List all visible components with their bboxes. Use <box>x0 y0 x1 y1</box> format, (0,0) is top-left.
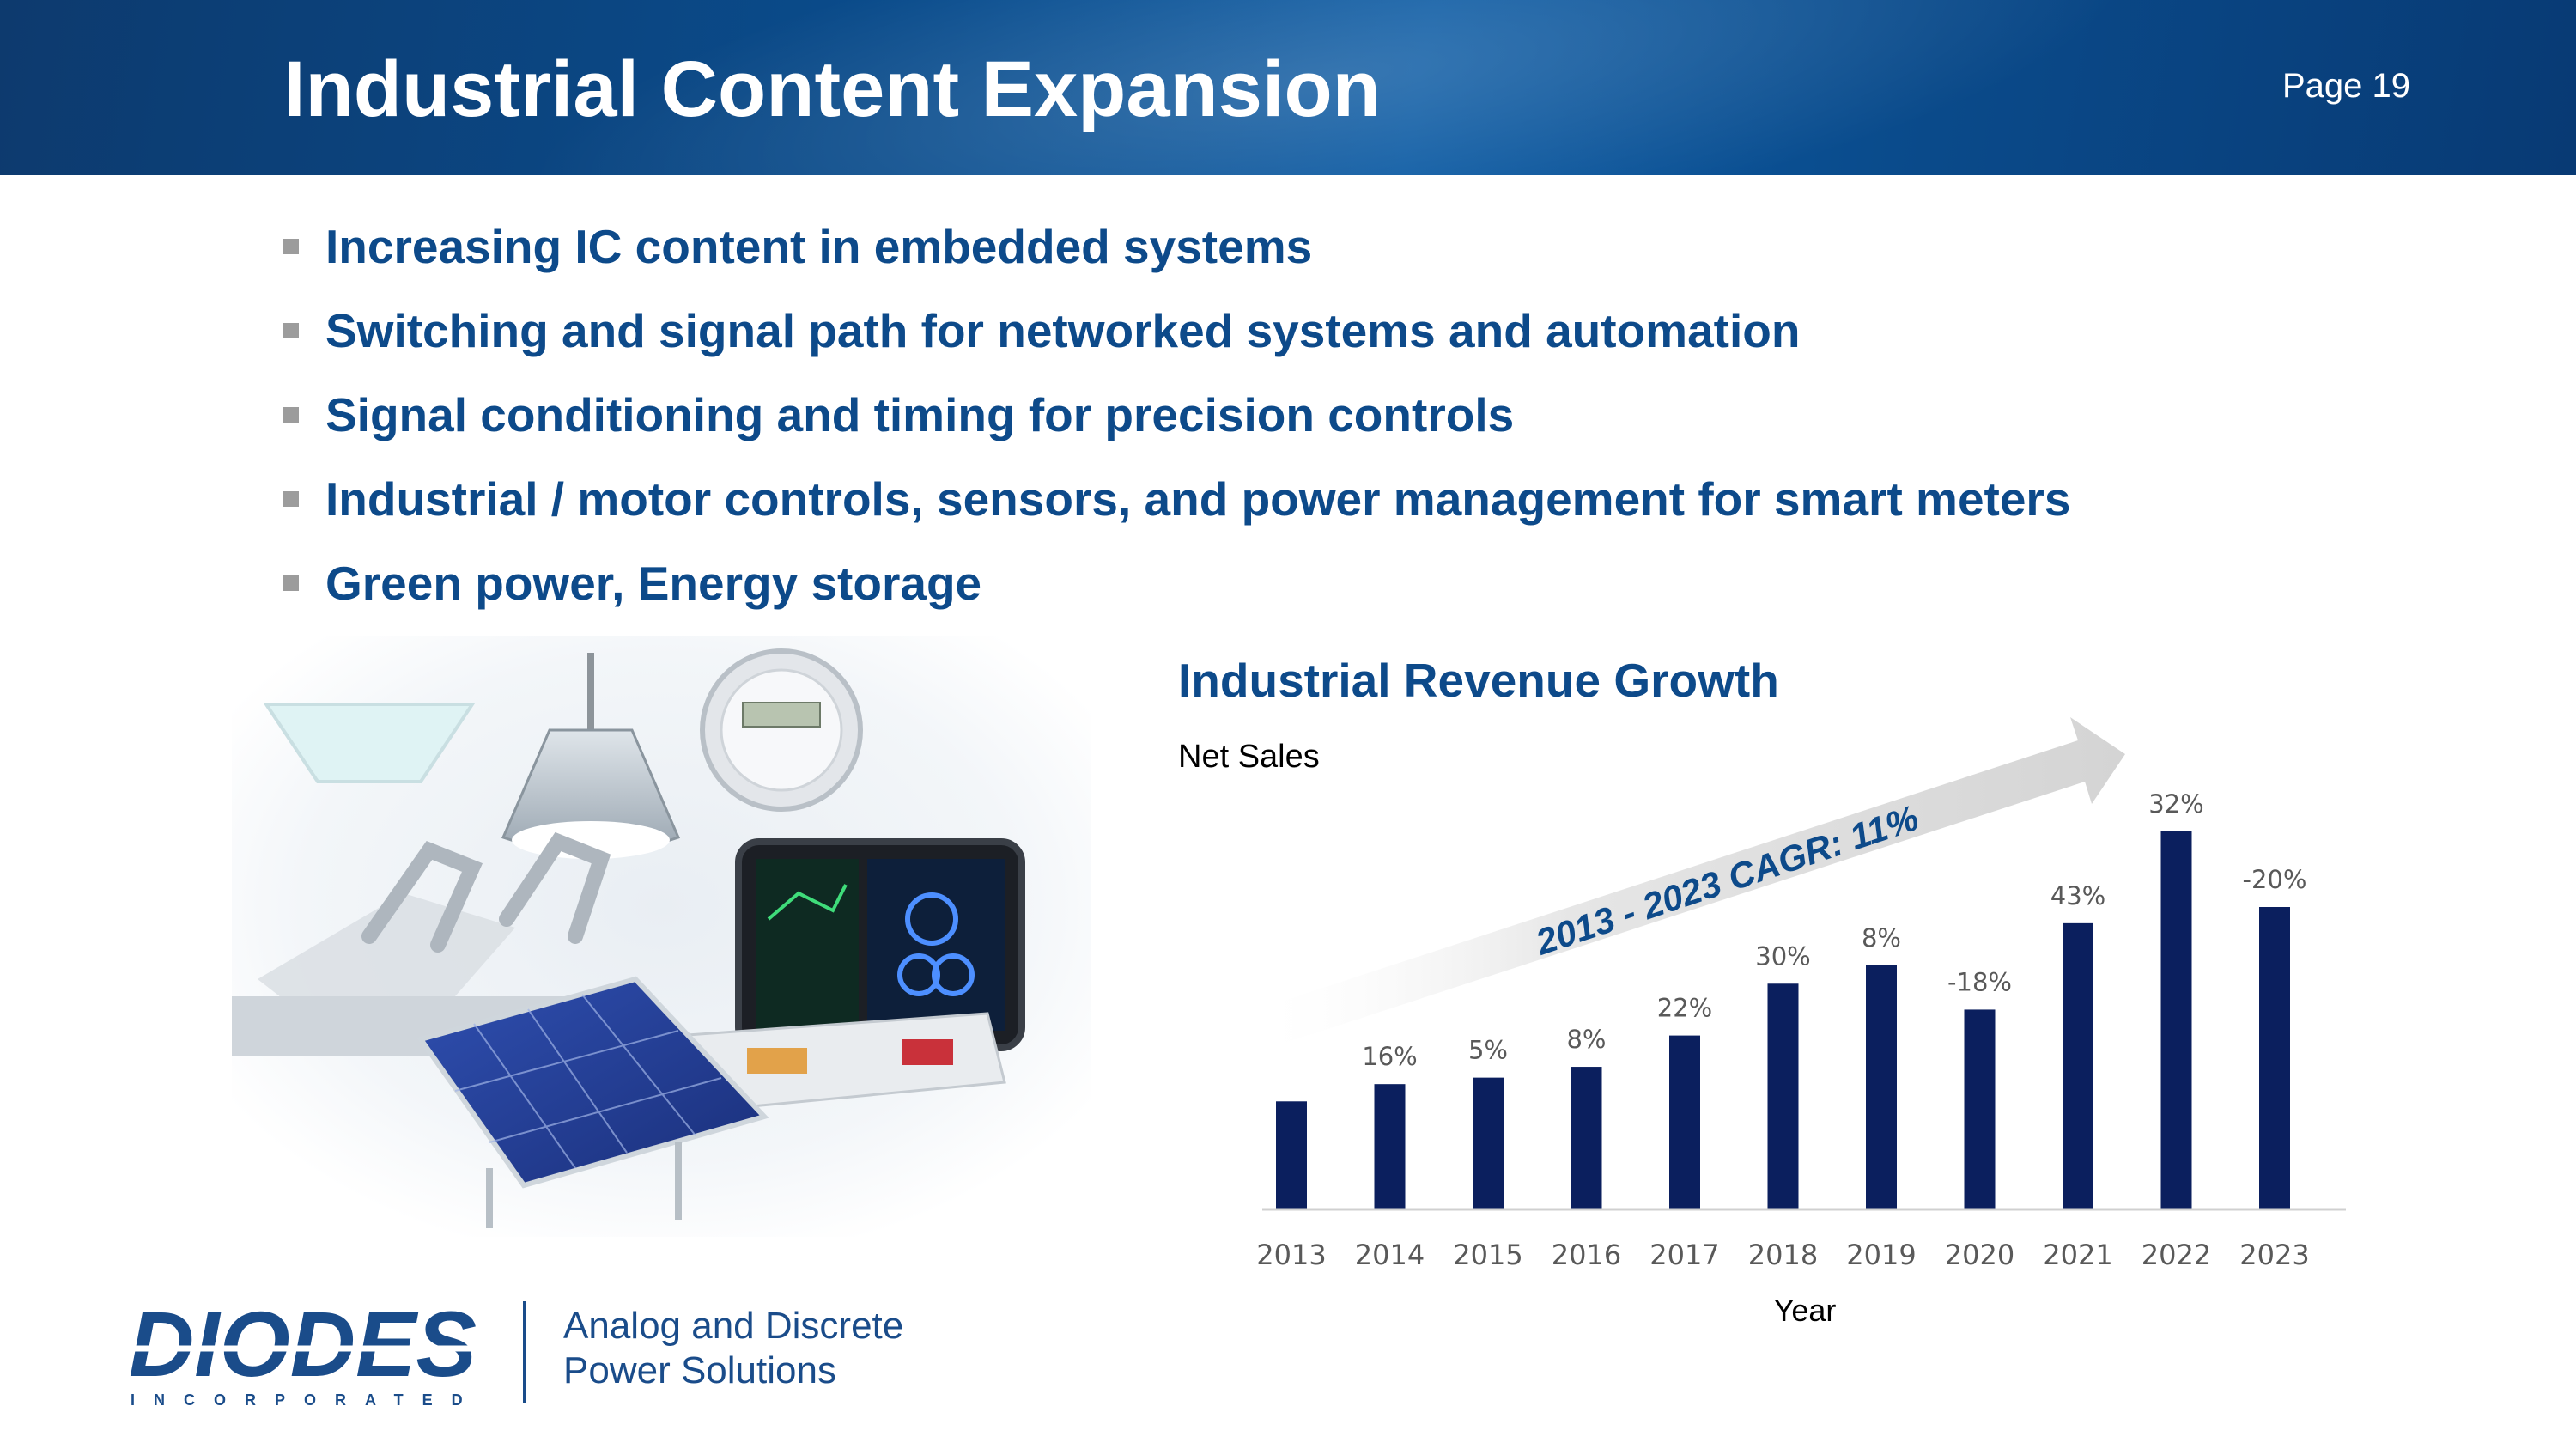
bar-2013 <box>1276 1101 1307 1209</box>
bar-2014 <box>1374 1084 1406 1209</box>
bullet-text: Switching and signal path for networked … <box>325 304 1801 357</box>
chart-title: Industrial Revenue Growth <box>1178 654 1779 707</box>
cagr-arrow-icon <box>1271 717 2125 1045</box>
bullet-text: Increasing IC content in embedded system… <box>325 220 1313 273</box>
data-label-2021: 43% <box>2050 881 2105 910</box>
x-axis-label: Year <box>1774 1293 1837 1328</box>
tagline-line-2: Power Solutions <box>563 1349 836 1391</box>
bullet-square-icon <box>283 491 299 507</box>
bullet-list: Increasing IC content in embedded system… <box>283 213 2070 634</box>
diodes-logo: DIODES INCORPORATED <box>129 1297 482 1409</box>
bar-2019 <box>1866 965 1897 1209</box>
bullet-item: Signal conditioning and timing for preci… <box>283 381 2070 466</box>
x-tick-2023: 2023 <box>2239 1239 2309 1271</box>
bar-2023 <box>2259 907 2290 1209</box>
industrial-collage-image <box>232 636 1091 1237</box>
bullet-square-icon <box>283 407 299 423</box>
bullet-square-icon <box>283 239 299 254</box>
bar-2016 <box>1571 1067 1602 1209</box>
bar-2022 <box>2160 831 2192 1209</box>
data-label-2014: 16% <box>1362 1042 1417 1071</box>
bullet-text: Green power, Energy storage <box>325 557 982 610</box>
x-tick-2013: 2013 <box>1256 1239 1326 1271</box>
bullet-item: Switching and signal path for networked … <box>283 297 2070 381</box>
data-label-2023: -20% <box>2243 865 2307 894</box>
bullet-item: Increasing IC content in embedded system… <box>283 213 2070 297</box>
bar-2020 <box>1964 1009 1996 1209</box>
bullet-text: Industrial / motor controls, sensors, an… <box>325 472 2071 526</box>
logo-subtext: INCORPORATED <box>131 1391 482 1409</box>
data-label-2022: 32% <box>2148 789 2203 819</box>
chart-subtitle: Net Sales <box>1178 739 1320 775</box>
data-label-2017: 22% <box>1657 994 1712 1023</box>
tagline-line-1: Analog and Discrete <box>563 1305 904 1347</box>
bar-2021 <box>2063 922 2093 1209</box>
data-label-2020: -18% <box>1947 967 2012 996</box>
data-label-2016: 8% <box>1566 1025 1606 1054</box>
revenue-bar-chart: 2013 - 2023 CAGR: 11% 201316%20145%20158… <box>1256 717 2346 1328</box>
x-tick-2019: 2019 <box>1846 1239 1916 1271</box>
page-number: Page 19 <box>2281 67 2410 105</box>
page-title: Industrial Content Expansion <box>283 46 1381 133</box>
header-banner: Industrial Content Expansion Page 19 <box>0 0 2576 175</box>
bar-2017 <box>1669 1035 1700 1209</box>
ceiling-light-icon <box>263 703 476 783</box>
x-tick-2021: 2021 <box>2043 1239 2112 1271</box>
bullet-text: Signal conditioning and timing for preci… <box>325 388 1515 441</box>
x-tick-2016: 2016 <box>1552 1239 1621 1271</box>
x-tick-2017: 2017 <box>1649 1239 1719 1271</box>
bullet-square-icon <box>283 575 299 591</box>
bullet-square-icon <box>283 323 299 338</box>
data-label-2018: 30% <box>1755 941 1810 971</box>
bar-2018 <box>1767 983 1799 1209</box>
x-tick-2014: 2014 <box>1355 1239 1425 1271</box>
x-tick-2022: 2022 <box>2142 1239 2211 1271</box>
footer-divider <box>523 1301 526 1403</box>
bar-2015 <box>1473 1077 1504 1209</box>
data-label-2015: 5% <box>1468 1036 1508 1065</box>
x-tick-2018: 2018 <box>1748 1239 1818 1271</box>
data-label-2019: 8% <box>1862 923 1901 953</box>
company-tagline: Analog and Discrete Power Solutions <box>563 1304 903 1393</box>
bullet-item: Industrial / motor controls, sensors, an… <box>283 466 2070 550</box>
x-tick-2020: 2020 <box>1945 1239 2014 1271</box>
bullet-item: Green power, Energy storage <box>283 550 2070 634</box>
x-tick-2015: 2015 <box>1453 1239 1522 1271</box>
